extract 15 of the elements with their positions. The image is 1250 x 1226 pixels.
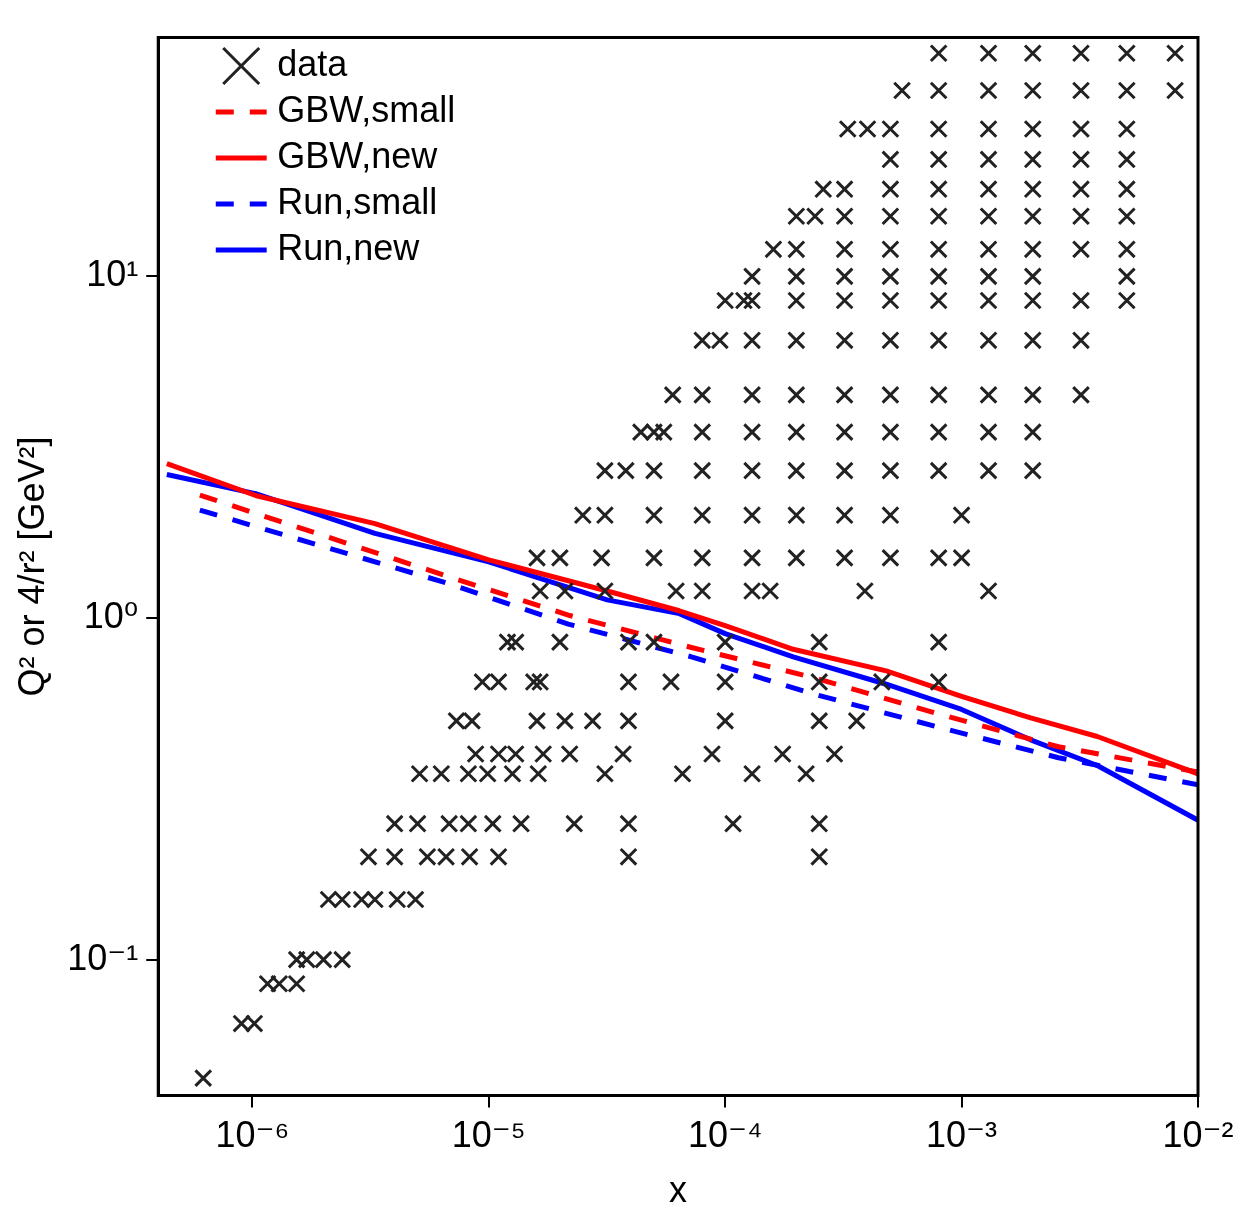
x-tick-label: 10⁻⁴ [687,1114,763,1156]
x-axis-title: x [669,1169,688,1211]
x-tick-label: 10⁻⁵ [451,1114,526,1156]
y-tick-label: 10⁻¹ [67,936,139,978]
legend-label: Run,small [277,180,438,222]
y-tick-label: 10⁰ [83,594,139,636]
x-tick-label: 10⁻⁶ [215,1114,290,1156]
legend-label: GBW,new [277,134,439,176]
legend-label: GBW,small [277,88,456,130]
y-tick-label: 10¹ [86,253,139,295]
x-tick-label: 10⁻² [1162,1114,1234,1156]
x-tick-label: 10⁻³ [926,1114,998,1156]
legend-label: data [277,42,349,84]
y-axis-title: Q² or 4/r² [GeV²] [10,436,52,697]
legend-label: Run,new [277,226,421,268]
